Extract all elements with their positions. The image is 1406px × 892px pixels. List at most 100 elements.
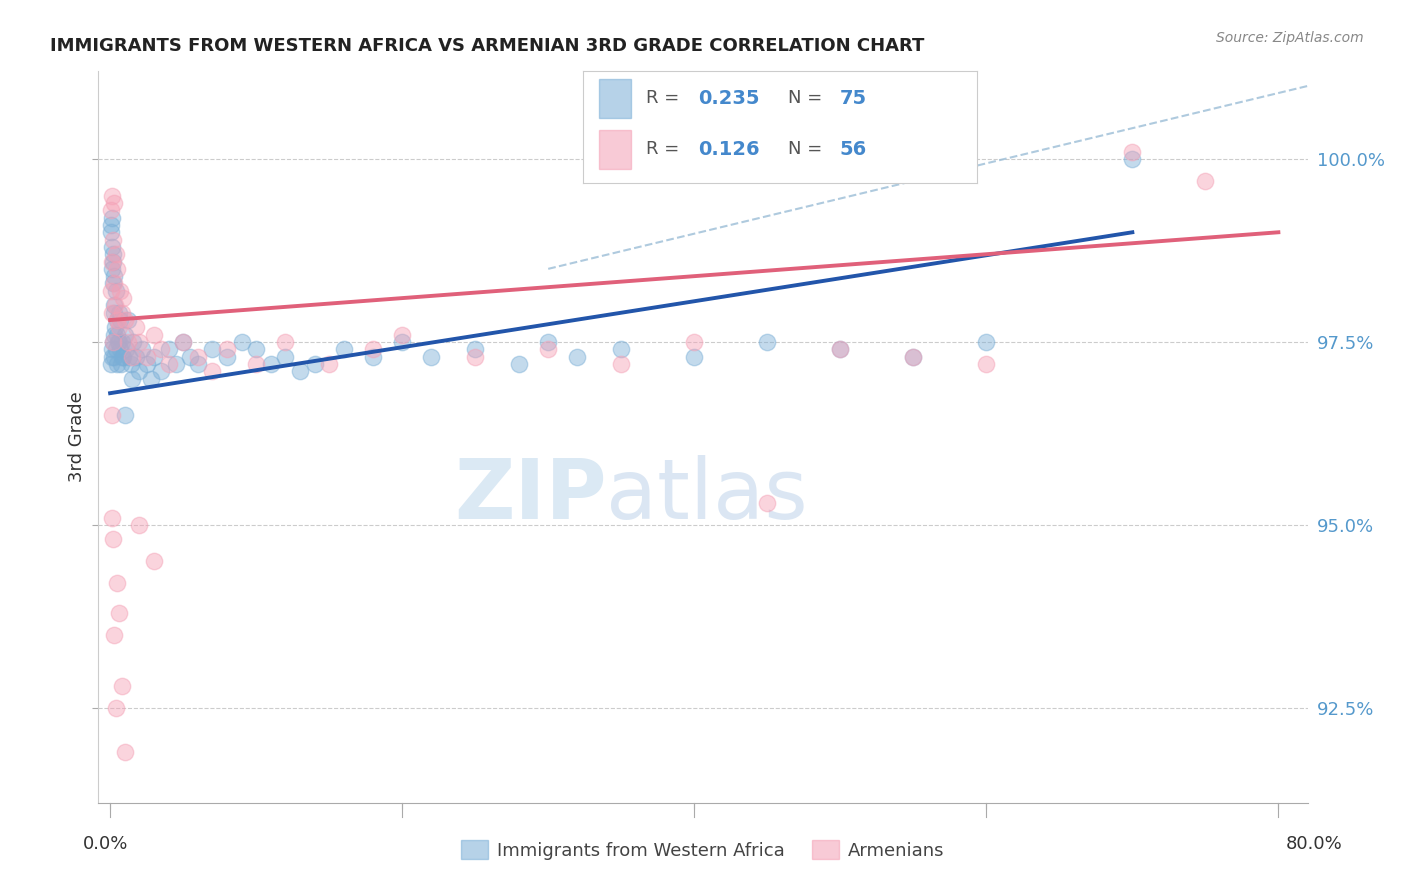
Point: [114, 745, 136, 759]
Point: [537, 343, 560, 357]
Point: [101, 247, 124, 261]
Point: [103, 327, 125, 342]
Point: [111, 350, 134, 364]
Text: N =: N =: [789, 89, 823, 107]
Point: [1121, 145, 1143, 159]
Point: [201, 364, 224, 378]
Text: 75: 75: [839, 88, 866, 108]
Point: [117, 334, 139, 349]
Legend: Immigrants from Western Africa, Armenians: Immigrants from Western Africa, Armenian…: [454, 833, 952, 867]
Point: [103, 350, 125, 364]
Text: 0.235: 0.235: [697, 88, 759, 108]
Text: IMMIGRANTS FROM WESTERN AFRICA VS ARMENIAN 3RD GRADE CORRELATION CHART: IMMIGRANTS FROM WESTERN AFRICA VS ARMENI…: [51, 37, 924, 54]
Point: [361, 343, 384, 357]
Point: [110, 313, 132, 327]
Point: [135, 350, 157, 364]
Point: [103, 277, 125, 291]
Point: [830, 343, 852, 357]
Point: [108, 334, 131, 349]
Point: [114, 408, 136, 422]
Point: [567, 350, 589, 364]
Point: [110, 357, 132, 371]
Point: [172, 334, 194, 349]
Point: [105, 313, 128, 327]
Point: [142, 327, 165, 342]
Point: [391, 334, 413, 349]
Point: [107, 576, 129, 591]
Point: [420, 350, 443, 364]
Point: [100, 240, 122, 254]
Point: [332, 343, 354, 357]
Point: [108, 320, 131, 334]
Point: [107, 327, 129, 342]
Point: [111, 679, 134, 693]
Point: [112, 350, 135, 364]
Point: [111, 334, 134, 349]
Point: [107, 261, 129, 276]
Point: [304, 357, 326, 371]
Point: [187, 350, 209, 364]
Text: R =: R =: [647, 89, 679, 107]
Point: [108, 306, 131, 320]
Point: [114, 327, 136, 342]
Point: [108, 606, 131, 620]
Point: [318, 357, 340, 371]
Point: [101, 277, 124, 291]
Point: [103, 196, 125, 211]
Text: ZIP: ZIP: [454, 455, 606, 536]
Point: [683, 350, 706, 364]
Point: [101, 233, 124, 247]
Point: [121, 371, 143, 385]
Point: [104, 247, 127, 261]
Point: [108, 343, 131, 357]
Point: [142, 350, 165, 364]
Point: [100, 203, 122, 218]
Point: [128, 517, 150, 532]
Point: [1121, 152, 1143, 166]
Point: [104, 343, 127, 357]
Point: [139, 371, 162, 385]
Point: [117, 313, 139, 327]
Point: [245, 343, 267, 357]
Point: [274, 334, 297, 349]
Point: [756, 496, 779, 510]
Point: [610, 343, 633, 357]
Text: R =: R =: [647, 140, 679, 159]
Point: [125, 350, 148, 364]
Point: [245, 357, 267, 371]
Point: [260, 357, 283, 371]
Point: [131, 343, 153, 357]
Point: [187, 357, 209, 371]
Point: [508, 357, 530, 371]
Point: [100, 408, 122, 422]
Point: [142, 554, 165, 568]
Point: [464, 350, 486, 364]
Text: 0.126: 0.126: [697, 140, 759, 159]
Point: [100, 306, 122, 320]
Text: Source: ZipAtlas.com: Source: ZipAtlas.com: [1216, 31, 1364, 45]
Y-axis label: 3rd Grade: 3rd Grade: [67, 392, 86, 483]
Point: [135, 357, 157, 371]
Point: [107, 357, 129, 371]
Point: [756, 334, 779, 349]
Point: [215, 343, 238, 357]
Point: [231, 334, 253, 349]
Point: [165, 357, 187, 371]
Point: [537, 334, 560, 349]
Point: [157, 343, 180, 357]
Point: [610, 357, 633, 371]
Text: 80.0%: 80.0%: [1286, 835, 1343, 853]
Point: [974, 334, 997, 349]
Point: [121, 350, 143, 364]
Point: [288, 364, 311, 378]
Point: [104, 284, 127, 298]
Point: [101, 334, 124, 349]
Text: 56: 56: [839, 140, 866, 159]
Point: [105, 313, 128, 327]
Text: N =: N =: [789, 140, 823, 159]
Point: [120, 357, 142, 371]
Point: [215, 350, 238, 364]
Point: [103, 254, 125, 268]
Point: [118, 350, 141, 364]
Point: [103, 269, 125, 284]
